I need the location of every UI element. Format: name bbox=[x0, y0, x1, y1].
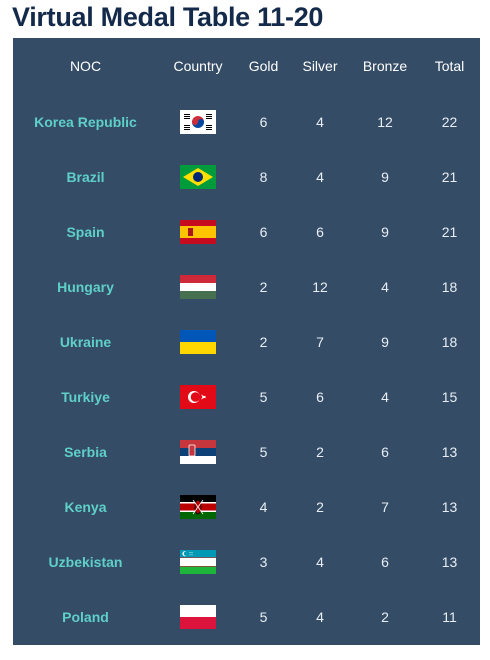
country-cell bbox=[158, 590, 238, 645]
country-cell bbox=[158, 94, 238, 149]
silver-cell: 2 bbox=[316, 444, 324, 461]
country-cell bbox=[158, 259, 238, 314]
country-cell bbox=[158, 149, 238, 204]
gold-cell: 5 bbox=[259, 444, 268, 461]
total-cell: 22 bbox=[441, 113, 458, 130]
silver-cell: 2 bbox=[316, 499, 324, 516]
noc-cell: Poland bbox=[62, 609, 109, 626]
header-country: Country bbox=[173, 58, 223, 74]
table-row: Uzbekistan bbox=[13, 535, 480, 590]
bronze-cell: 2 bbox=[381, 609, 389, 626]
medal-table: NOC Country Gold Silver Bronze Total Kor… bbox=[13, 38, 480, 645]
gold-cell: 4 bbox=[259, 499, 268, 516]
turkiye-flag-icon bbox=[180, 385, 216, 410]
total-cell: 13 bbox=[441, 554, 458, 571]
bronze-cell: 4 bbox=[381, 278, 389, 295]
noc-cell: Kenya bbox=[64, 499, 107, 516]
silver-cell: 6 bbox=[316, 389, 324, 406]
country-cell bbox=[158, 369, 238, 424]
silver-cell: 4 bbox=[316, 168, 324, 185]
total-cell: 11 bbox=[442, 609, 457, 626]
table-row: Poland 5 4 2 11 bbox=[13, 590, 480, 645]
bronze-cell: 4 bbox=[381, 389, 389, 406]
table-row: Hungary 2 12 4 18 bbox=[13, 259, 480, 314]
uzbekistan-flag-icon bbox=[180, 550, 216, 575]
gold-cell: 8 bbox=[259, 168, 268, 185]
country-cell bbox=[158, 425, 238, 480]
hungary-flag-icon bbox=[180, 274, 216, 299]
table-row: Kenya bbox=[13, 480, 480, 535]
country-cell bbox=[158, 314, 238, 369]
ukraine-flag-icon bbox=[180, 329, 216, 354]
korea-flag-icon bbox=[180, 109, 216, 134]
medal-table-panel: NOC Country Gold Silver Bronze Total Kor… bbox=[13, 38, 480, 645]
total-cell: 21 bbox=[441, 223, 458, 240]
gold-cell: 5 bbox=[259, 389, 268, 406]
kenya-flag-icon bbox=[180, 495, 216, 520]
silver-cell: 6 bbox=[316, 223, 324, 240]
silver-cell: 4 bbox=[316, 113, 324, 130]
header-silver: Silver bbox=[302, 58, 338, 74]
total-cell: 13 bbox=[441, 499, 458, 516]
noc-cell: Spain bbox=[66, 223, 105, 240]
table-row: Spain 6 6 9 21 bbox=[13, 204, 480, 259]
bronze-cell: 6 bbox=[381, 444, 389, 461]
brazil-flag-icon bbox=[180, 164, 216, 189]
table-row: Brazil 8 4 9 21 bbox=[13, 149, 480, 204]
bronze-cell: 9 bbox=[381, 333, 389, 350]
total-cell: 15 bbox=[441, 389, 458, 406]
country-cell bbox=[158, 480, 238, 535]
page-title: Virtual Medal Table 11-20 bbox=[12, 2, 324, 32]
noc-cell: Turkiye bbox=[61, 389, 110, 406]
noc-cell: Uzbekistan bbox=[48, 554, 123, 571]
table-row: Ukraine 2 7 9 18 bbox=[13, 314, 480, 369]
bronze-cell: 12 bbox=[377, 113, 393, 130]
header-gold: Gold bbox=[248, 58, 279, 74]
gold-cell: 6 bbox=[259, 223, 268, 240]
silver-cell: 4 bbox=[316, 554, 324, 571]
noc-cell: Hungary bbox=[57, 278, 114, 295]
noc-cell: Brazil bbox=[66, 168, 105, 185]
gold-cell: 3 bbox=[259, 554, 268, 571]
country-cell bbox=[158, 535, 238, 590]
bronze-cell: 6 bbox=[381, 554, 389, 571]
table-header-row: NOC Country Gold Silver Bronze Total bbox=[13, 38, 480, 94]
serbia-flag-icon bbox=[180, 440, 216, 465]
gold-cell: 5 bbox=[259, 609, 268, 626]
total-cell: 18 bbox=[441, 278, 458, 295]
spain-flag-icon bbox=[180, 219, 216, 244]
header-total: Total bbox=[434, 58, 465, 74]
noc-cell: Ukraine bbox=[59, 333, 112, 350]
total-cell: 21 bbox=[441, 168, 458, 185]
gold-cell: 2 bbox=[259, 278, 268, 295]
header-noc: NOC bbox=[69, 58, 102, 74]
bronze-cell: 9 bbox=[381, 223, 389, 240]
silver-cell: 12 bbox=[312, 278, 328, 295]
bronze-cell: 9 bbox=[381, 168, 389, 185]
gold-cell: 6 bbox=[259, 113, 268, 130]
gold-cell: 2 bbox=[259, 333, 268, 350]
header-bronze: Bronze bbox=[362, 58, 408, 74]
poland-flag-icon bbox=[180, 605, 216, 630]
bronze-cell: 7 bbox=[381, 499, 389, 516]
table-row: Turkiye 5 6 4 15 bbox=[13, 369, 480, 424]
silver-cell: 4 bbox=[316, 609, 324, 626]
table-row: Korea Republic bbox=[13, 94, 480, 149]
country-cell bbox=[158, 204, 238, 259]
total-cell: 18 bbox=[441, 333, 458, 350]
noc-cell: Serbia bbox=[64, 444, 107, 461]
table-row: Serbia 5 2 6 13 bbox=[13, 425, 480, 480]
noc-cell: Korea Republic bbox=[34, 113, 137, 130]
silver-cell: 7 bbox=[316, 333, 324, 350]
total-cell: 13 bbox=[441, 444, 458, 461]
